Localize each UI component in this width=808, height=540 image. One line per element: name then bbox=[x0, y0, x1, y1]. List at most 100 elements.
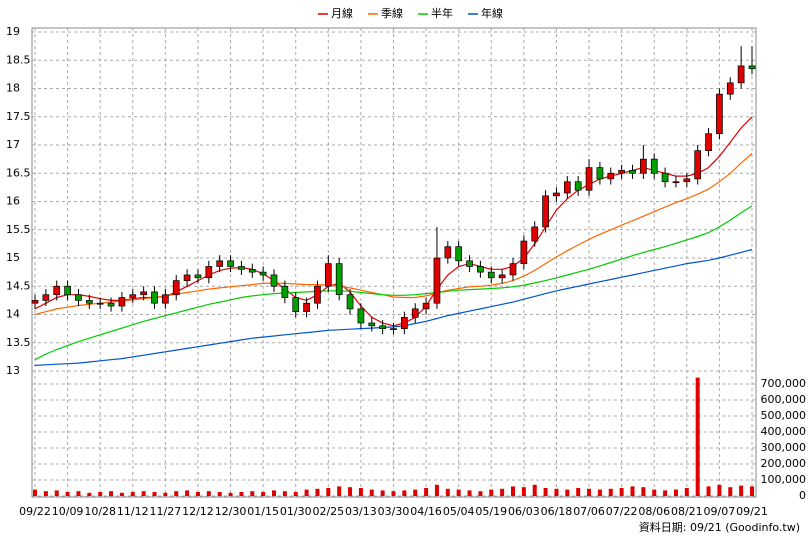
volume-bar bbox=[315, 488, 320, 496]
y-tick-label: 13.5 bbox=[6, 336, 31, 349]
ma-line bbox=[34, 205, 753, 361]
candle-body bbox=[748, 65, 756, 70]
volume-bar bbox=[402, 490, 407, 496]
x-tick-label: 10/28 bbox=[84, 505, 116, 518]
volume-bar bbox=[174, 491, 179, 496]
volume-bar bbox=[304, 489, 309, 496]
volume-bar bbox=[109, 491, 114, 496]
volume-bar bbox=[43, 491, 48, 496]
volume-tick-label: 500,000 bbox=[761, 409, 807, 422]
candle-body bbox=[716, 93, 723, 135]
x-tick-label: 05/19 bbox=[475, 505, 507, 518]
candle-body bbox=[498, 274, 506, 279]
candle-body bbox=[107, 302, 115, 307]
candle-body bbox=[390, 328, 397, 330]
volume-bar bbox=[293, 492, 298, 496]
y-tick-label: 16.5 bbox=[6, 166, 31, 179]
volume-bar bbox=[98, 492, 103, 496]
x-tick-label: 09/21 bbox=[736, 505, 768, 518]
candle-body bbox=[75, 294, 82, 301]
candle-body bbox=[270, 274, 278, 287]
y-tick-label: 18 bbox=[6, 82, 20, 95]
candle-body bbox=[194, 274, 202, 279]
candle-body bbox=[205, 266, 213, 279]
volume-bar bbox=[739, 485, 744, 496]
candle-body bbox=[324, 263, 332, 287]
candle-body bbox=[42, 294, 50, 301]
candle-body bbox=[563, 181, 571, 194]
volume-bar bbox=[380, 490, 385, 496]
candle-body bbox=[162, 294, 169, 304]
volume-bar bbox=[87, 492, 92, 496]
candle-body bbox=[248, 268, 256, 273]
volume-bar bbox=[228, 492, 233, 496]
volume-bar bbox=[489, 489, 494, 496]
volume-bar bbox=[326, 488, 331, 496]
volume-bar bbox=[358, 488, 363, 496]
candle-body bbox=[216, 260, 224, 267]
candle-body bbox=[281, 285, 289, 298]
volume-bar bbox=[641, 487, 646, 496]
volume-bar bbox=[597, 489, 602, 496]
candle-body bbox=[694, 150, 702, 180]
volume-bar bbox=[369, 489, 374, 496]
x-tick-label: 03/30 bbox=[378, 505, 410, 518]
volume-bar bbox=[206, 491, 211, 496]
volume-bar bbox=[130, 492, 135, 496]
volume-bar bbox=[750, 486, 754, 496]
volume-bar bbox=[467, 490, 472, 496]
candle-body bbox=[466, 260, 473, 267]
x-tick-label: 08/21 bbox=[671, 505, 703, 518]
volume-bar bbox=[217, 492, 222, 496]
volume-bar bbox=[337, 486, 342, 496]
volume-bar bbox=[391, 491, 396, 496]
volume-tick-label: 0 bbox=[799, 489, 806, 502]
volume-bar bbox=[119, 492, 124, 496]
x-tick-label: 02/25 bbox=[312, 505, 344, 518]
volume-bar bbox=[684, 488, 689, 496]
x-tick-label: 07/06 bbox=[573, 505, 605, 518]
y-tick-label: 15.5 bbox=[6, 223, 31, 236]
volume-bar bbox=[54, 490, 59, 496]
y-tick-label: 17 bbox=[6, 138, 20, 151]
y-tick-label: 14 bbox=[6, 308, 20, 321]
volume-bar bbox=[630, 486, 635, 496]
volume-bar bbox=[33, 489, 37, 496]
candle-body bbox=[585, 167, 593, 191]
x-tick-label: 11/27 bbox=[150, 505, 182, 518]
candle-body bbox=[574, 181, 582, 191]
volume-bar bbox=[728, 487, 733, 496]
volume-tick-label: 200,000 bbox=[761, 457, 807, 470]
volume-bar bbox=[608, 488, 613, 496]
candle-body bbox=[509, 263, 517, 276]
volume-bar bbox=[445, 488, 450, 496]
volume-bar bbox=[673, 489, 678, 496]
volume-tick-label: 300,000 bbox=[761, 441, 807, 454]
volume-bar bbox=[576, 488, 581, 496]
candle-body bbox=[444, 246, 452, 259]
candle-body bbox=[64, 285, 71, 296]
legend-label: 月線 bbox=[331, 6, 353, 20]
legend-label: 年線 bbox=[481, 6, 503, 20]
volume-bar bbox=[565, 489, 570, 496]
volume-bar bbox=[543, 488, 548, 496]
volume-bar bbox=[195, 492, 200, 496]
legend-label: 半年 bbox=[431, 6, 453, 20]
candle-body bbox=[238, 266, 245, 270]
volume-bar bbox=[434, 484, 439, 496]
candle-body bbox=[629, 170, 636, 174]
x-tick-label: 09/07 bbox=[704, 505, 736, 518]
y-tick-label: 14.5 bbox=[6, 279, 31, 292]
candle-body bbox=[411, 308, 419, 318]
volume-bar bbox=[619, 488, 624, 496]
x-tick-label: 01/30 bbox=[280, 505, 312, 518]
legend-label: 季線 bbox=[381, 6, 403, 20]
x-tick-label: 12/30 bbox=[215, 505, 247, 518]
volume-bar bbox=[76, 491, 81, 496]
candle-body bbox=[96, 302, 104, 305]
volume-bar bbox=[163, 492, 168, 496]
volume-bar bbox=[250, 491, 255, 496]
volume-bar bbox=[141, 491, 146, 496]
candle-body bbox=[303, 302, 310, 313]
